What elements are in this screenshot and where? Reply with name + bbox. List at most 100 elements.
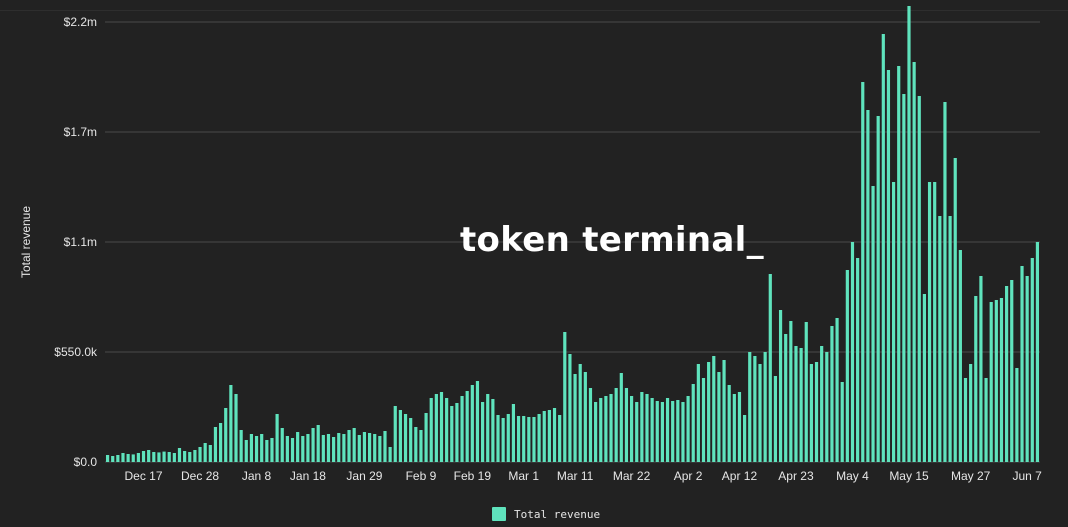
bar[interactable] [481,402,485,462]
bar[interactable] [265,440,269,462]
bar[interactable] [1035,242,1040,462]
bar[interactable] [306,434,310,462]
bar[interactable] [897,66,901,462]
bar[interactable] [588,388,593,462]
bar[interactable] [604,396,608,462]
bar[interactable] [1020,266,1024,462]
bar[interactable] [162,451,166,462]
bar[interactable] [768,274,772,462]
bar[interactable] [979,276,983,462]
bar[interactable] [619,373,623,462]
bar[interactable] [984,378,988,462]
bar[interactable] [1030,258,1034,462]
bar[interactable] [511,404,516,462]
bar[interactable] [522,416,526,462]
bar[interactable] [239,430,243,462]
bar[interactable] [455,403,459,462]
bar[interactable] [342,434,346,462]
bar[interactable] [1005,286,1009,462]
bar[interactable] [660,402,664,462]
bar[interactable] [321,435,325,462]
bar[interactable] [799,348,803,462]
bar[interactable] [347,430,351,462]
bar[interactable] [563,332,567,462]
bar[interactable] [640,392,644,462]
bar[interactable] [655,401,659,462]
bar[interactable] [470,385,474,462]
bar[interactable] [398,410,402,462]
bar[interactable] [686,396,690,462]
bar[interactable] [825,352,829,462]
bar[interactable] [105,455,110,462]
bar[interactable] [167,452,171,462]
bar[interactable] [717,372,721,462]
bar[interactable] [665,398,670,462]
bar[interactable] [393,406,397,462]
bar[interactable] [701,378,706,462]
bar[interactable] [671,401,675,462]
bar[interactable] [784,334,788,462]
bar[interactable] [866,110,870,462]
bar[interactable] [927,182,932,462]
bar[interactable] [373,434,377,462]
bar[interactable] [953,158,957,462]
bar[interactable] [193,450,197,462]
bar[interactable] [208,445,212,462]
bar[interactable] [958,250,962,462]
bar[interactable] [506,414,510,462]
bar[interactable] [419,430,423,462]
bar[interactable] [635,402,639,462]
bar[interactable] [188,452,192,462]
bar[interactable] [311,428,315,462]
bar[interactable] [224,408,228,462]
bar[interactable] [609,394,613,462]
bar[interactable] [213,427,218,462]
bar[interactable] [501,418,505,462]
bar[interactable] [696,364,700,462]
bar[interactable] [475,381,480,462]
bar[interactable] [367,433,372,462]
bar[interactable] [234,394,238,462]
bar[interactable] [758,364,762,462]
bar[interactable] [732,394,736,462]
bar[interactable] [599,398,603,462]
bar[interactable] [891,182,896,462]
bar[interactable] [743,415,747,462]
bar[interactable] [948,216,952,462]
bar[interactable] [938,216,942,462]
bar[interactable] [460,396,464,462]
bar[interactable] [748,352,752,462]
bar[interactable] [229,385,233,462]
bar[interactable] [969,364,973,462]
bar[interactable] [629,396,634,462]
bar[interactable] [650,398,654,462]
bar[interactable] [378,436,382,462]
bar[interactable] [301,436,305,462]
bar[interactable] [1010,280,1014,462]
bar[interactable] [254,436,259,462]
bar[interactable] [763,352,767,462]
bar[interactable] [886,70,891,462]
bar[interactable] [840,382,844,462]
bar[interactable] [573,374,577,462]
bar[interactable] [917,96,921,462]
bar[interactable] [645,394,649,462]
bar[interactable] [691,384,695,462]
bar[interactable] [994,300,998,462]
bar[interactable] [450,406,454,462]
bar[interactable] [1015,368,1019,462]
bar[interactable] [861,82,865,462]
bar[interactable] [547,410,551,462]
bar[interactable] [532,417,536,462]
bar[interactable] [778,310,783,462]
bar[interactable] [794,346,798,462]
bar[interactable] [773,376,778,462]
bar[interactable] [203,443,207,462]
bar[interactable] [676,400,680,462]
bar[interactable] [856,258,860,462]
bar[interactable] [111,456,115,462]
bar[interactable] [126,454,130,462]
bar[interactable] [270,438,274,462]
bar[interactable] [542,411,546,462]
bar[interactable] [568,354,572,462]
